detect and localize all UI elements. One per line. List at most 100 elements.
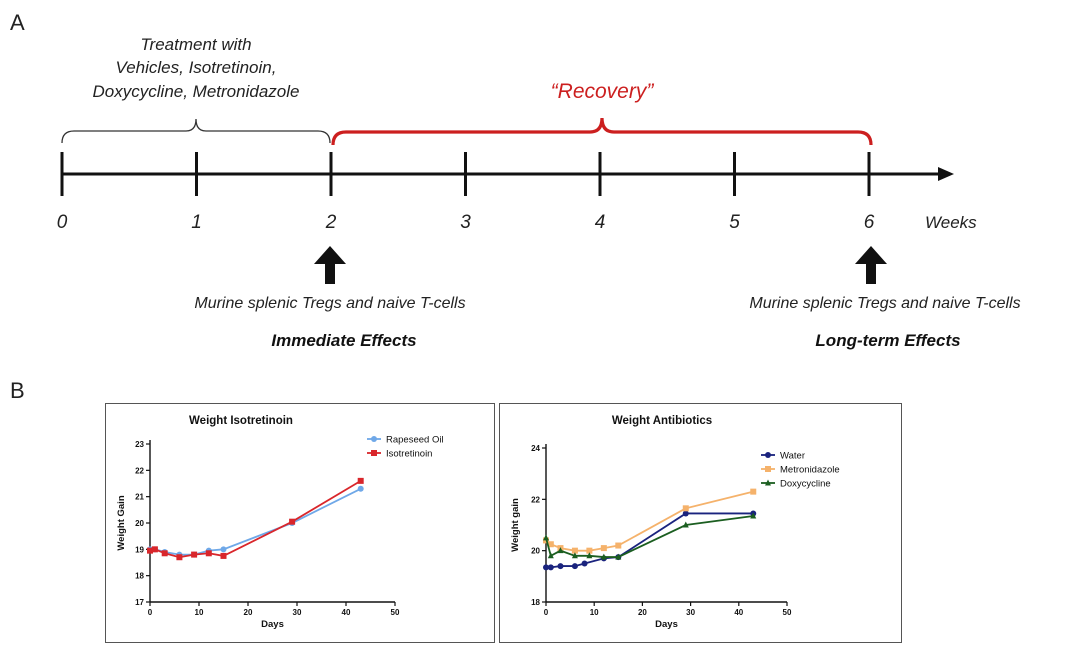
- y-tick-label: 21: [135, 493, 144, 502]
- treatment-line-2: Vehicles, Isotretinoin,: [116, 58, 277, 77]
- immediate-up-arrow: [314, 246, 346, 284]
- data-point: [543, 564, 549, 571]
- week-label-2: 2: [325, 212, 337, 233]
- data-point: [571, 563, 578, 570]
- data-point: [357, 485, 364, 492]
- data-point: [750, 488, 757, 495]
- legend-entry: Metronidazole: [761, 465, 840, 476]
- y-tick-label: 24: [531, 444, 540, 453]
- y-axis-label: Weight gain: [510, 498, 521, 552]
- data-point: [220, 546, 227, 553]
- panel-a-letter: A: [10, 10, 25, 35]
- treatment-line-1: Treatment with: [140, 35, 251, 54]
- x-tick-label: 50: [391, 608, 400, 617]
- data-point: [161, 550, 168, 557]
- y-tick-label: 20: [531, 547, 540, 556]
- data-point: [557, 547, 564, 554]
- data-point: [586, 547, 593, 554]
- timeline-arrowhead: [938, 167, 954, 181]
- y-tick-label: 19: [135, 545, 144, 554]
- legend-marker: [371, 436, 377, 442]
- week-label-3: 3: [460, 212, 471, 233]
- y-tick-label: 18: [135, 572, 144, 581]
- x-tick-label: 20: [638, 608, 647, 617]
- legend-marker: [371, 450, 377, 456]
- data-point: [571, 552, 578, 559]
- data-point: [600, 545, 607, 552]
- x-tick-label: 0: [148, 608, 153, 617]
- legend-entry: Water: [761, 451, 805, 462]
- data-point: [205, 550, 212, 557]
- legend-label: Metronidazole: [780, 465, 840, 476]
- data-point: [289, 518, 296, 525]
- y-tick-label: 22: [531, 495, 540, 504]
- recovery-brace: [331, 117, 873, 146]
- data-point: [147, 547, 153, 554]
- weeks-unit-label: Weeks: [925, 213, 977, 232]
- data-point: [220, 552, 227, 559]
- legend-entry: Doxycycline: [761, 479, 831, 490]
- legend-label: Water: [780, 451, 805, 462]
- x-tick-label: 30: [686, 608, 695, 617]
- data-point: [600, 553, 607, 560]
- series-line: [149, 480, 362, 559]
- series-line: [546, 512, 754, 569]
- y-tick-label: 17: [135, 598, 144, 607]
- chart-antibiotics-frame: Weight Antibiotics 18 20 22 24 0 10 20 30 40 50 Day…: [499, 403, 902, 643]
- week-ticks: 0 1 2 3 4 5 6: [57, 152, 875, 233]
- legend-label: Isotretinoin: [386, 449, 432, 460]
- x-tick-label: 40: [734, 608, 743, 617]
- legend-entry: Rapeseed Oil: [367, 435, 444, 446]
- legend-marker: [765, 466, 771, 472]
- data-point: [682, 521, 689, 528]
- timeline-diagram: Treatment with Vehicles, Isotretinoin, D…: [57, 35, 1021, 350]
- treatment-line-3: Doxycycline, Metronidazole: [93, 82, 300, 101]
- y-tick-label: 20: [135, 519, 144, 528]
- data-point: [571, 547, 578, 554]
- week-label-5: 5: [729, 212, 740, 233]
- x-tick-label: 20: [244, 608, 253, 617]
- data-point: [547, 552, 554, 559]
- data-point: [547, 564, 554, 571]
- data-point: [151, 546, 158, 553]
- long-term-effects-label: Long-term Effects: [815, 331, 960, 350]
- series-isotretinoin: [147, 477, 364, 561]
- data-point: [557, 563, 564, 570]
- series-rapeseed-oil: [147, 485, 364, 558]
- treatment-brace: [61, 118, 331, 144]
- legend-label: Doxycycline: [780, 479, 831, 490]
- data-point: [586, 552, 593, 559]
- long-term-up-arrow: [855, 246, 887, 284]
- chart-title: Weight Antibiotics: [612, 415, 712, 427]
- legend-marker: [765, 452, 771, 458]
- chart-weight-antibiotics: Weight Antibiotics 18 20 22 24 0 10 20 30 40 50 Day…: [510, 415, 840, 630]
- data-point: [682, 510, 689, 517]
- x-axis-label: Days: [261, 619, 284, 630]
- week-label-0: 0: [57, 212, 68, 233]
- legend-entry: Isotretinoin: [367, 449, 432, 460]
- legend-marker: [765, 479, 771, 486]
- recovery-label: “Recovery”: [551, 80, 655, 103]
- week-label-4: 4: [595, 212, 606, 233]
- data-point: [191, 551, 198, 558]
- data-point: [357, 477, 364, 484]
- x-tick-label: 40: [342, 608, 351, 617]
- y-axis-label: Weight Gain: [116, 495, 127, 550]
- data-point: [682, 505, 689, 512]
- immediate-effects-label: Immediate Effects: [271, 331, 416, 350]
- legend-label: Rapeseed Oil: [386, 435, 444, 446]
- x-tick-label: 0: [544, 608, 549, 617]
- data-point: [615, 553, 622, 560]
- x-axis-label: Days: [655, 619, 678, 630]
- x-tick-label: 50: [783, 608, 792, 617]
- chart-isotretinoin-frame: Weight Isotretinoin 17 18 19 20 21 22 23 0 10 20 30…: [105, 403, 495, 643]
- data-point: [615, 542, 622, 549]
- week-label-1: 1: [191, 212, 202, 233]
- week-label-6: 6: [864, 212, 875, 233]
- y-tick-label: 22: [135, 466, 144, 475]
- long-term-caption: Murine splenic Tregs and naive T-cells: [749, 295, 1020, 312]
- data-point: [581, 560, 588, 567]
- data-point: [176, 554, 183, 561]
- y-tick-label: 23: [135, 440, 144, 449]
- y-tick-label: 18: [531, 598, 540, 607]
